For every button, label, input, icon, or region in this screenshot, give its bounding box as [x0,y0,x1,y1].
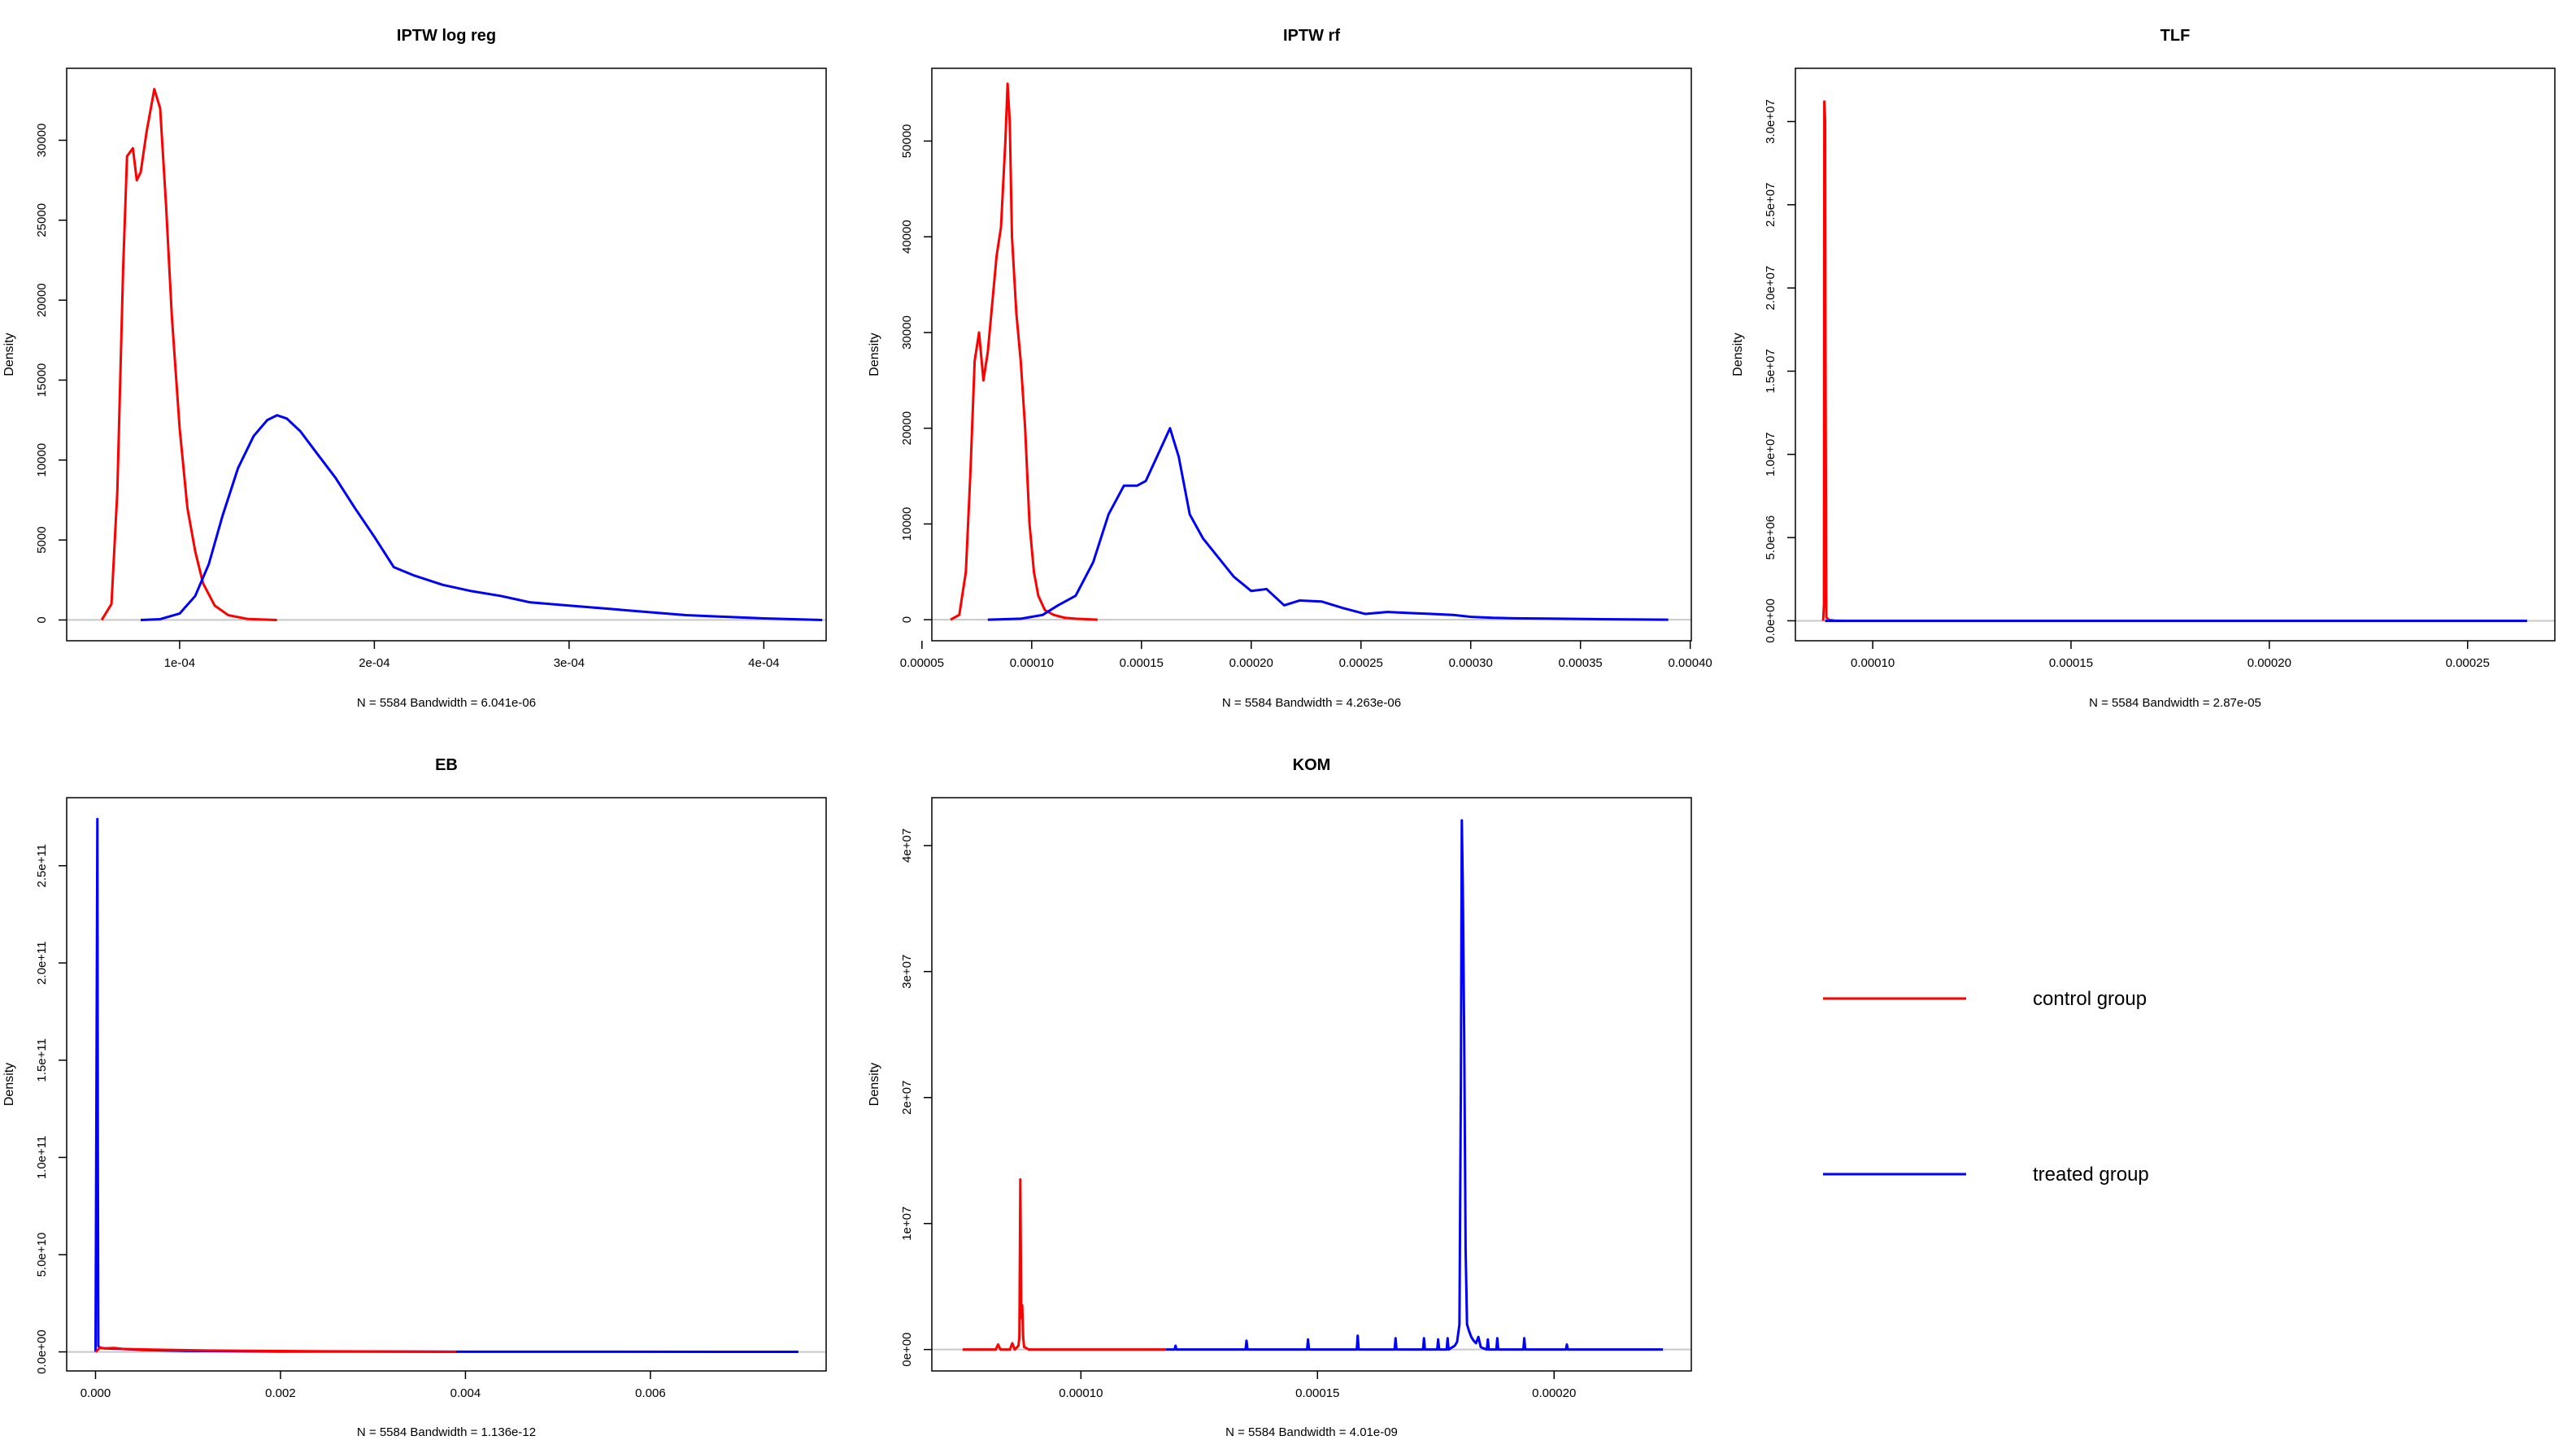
y-tick-label: 5.0e+10 [35,1233,49,1277]
y-tick-label: 2.5e+11 [35,844,49,888]
x-tick-label: 0.00015 [1120,656,1164,670]
y-tick-label: 2.0e+11 [35,942,49,986]
y-tick-label: 1.5e+11 [35,1038,49,1082]
y-tick-label: 0.0e+00 [1764,598,1778,643]
y-tick-label: 1.5e+07 [1764,349,1778,394]
x-tick-label: 0.00005 [900,656,944,670]
density-line-control-group [962,1177,1167,1351]
y-tick-label: 50000 [900,124,914,159]
chart-title: TLF [2160,27,2191,45]
x-axis-subtitle: N = 5584 Bandwidth = 6.041e-06 [357,696,536,710]
y-tick-label: 15000 [35,363,49,398]
x-tick-label: 0.004 [450,1386,481,1400]
x-tick-label: 0.00010 [1010,656,1054,670]
density-line-treated-group [94,817,798,1354]
plot-frame [66,67,827,642]
density-line-control-group [1821,100,1845,622]
chart-title: EB [435,756,458,774]
chart-title: KOM [1293,756,1331,774]
x-tick-label: 0.000 [80,1386,111,1400]
x-tick-label: 1e-04 [164,656,195,670]
x-tick-label: 0.00015 [2049,656,2093,670]
legend-label-treated: treated group [2033,1164,2149,1186]
x-tick-label: 0.00025 [2446,656,2490,670]
y-axis-label: Density [2,1063,16,1106]
panel-tlf: TLF 0.00010 0.00015 0.00020 0.00025 0.0e+00 5.… [1731,27,2556,710]
y-tick-label: 2.5e+07 [1764,182,1778,227]
y-tick-label: 10000 [35,443,49,477]
density-line-control-group [94,1346,457,1354]
x-tick-label: 0.00030 [1449,656,1493,670]
density-line-control-group [100,88,277,621]
y-tick-label: 1.0e+07 [1764,432,1778,476]
x-tick-label: 0.00020 [1229,656,1273,670]
y-tick-label: 10000 [900,507,914,542]
chart-title: IPTW log reg [397,27,496,45]
x-axis-subtitle: N = 5584 Bandwidth = 2.87e-05 [2089,696,2261,710]
x-tick-label: 2e-04 [359,656,389,670]
panel-iptw-rf: IPTW rf 0.00005 0.00010 0.00015 0.00020 0.000… [868,27,1712,710]
y-tick-label: 1.0e+11 [35,1136,49,1180]
y-tick-label: 0e+00 [900,1333,914,1367]
x-tick-label: 0.00040 [1669,656,1712,670]
plot-frame [66,797,827,1372]
y-tick-label: 0.0e+00 [35,1329,49,1374]
legend: control group treated group [1823,988,2149,1186]
y-tick-label: 25000 [35,203,49,237]
x-tick-label: 0.00020 [2247,656,2291,670]
y-tick-label: 3.0e+07 [1764,99,1778,144]
y-tick-label: 2e+07 [900,1081,914,1115]
panel-eb: EB 0.000 0.002 0.004 0.006 0.0e+00 5.0e+10 1.0e… [2,756,827,1439]
y-axis-label: Density [868,1063,881,1106]
y-tick-label: 2.0e+07 [1764,266,1778,311]
plot-frame [1795,67,2556,642]
density-line-treated-group [1166,819,1664,1351]
plot-frame [931,67,1692,642]
y-tick-label: 0 [35,616,49,623]
y-axis-label: Density [2,333,16,376]
x-tick-label: 4e-04 [748,656,779,670]
x-tick-label: 0.002 [265,1386,296,1400]
density-line-treated-group [140,414,823,621]
y-tick-label: 4e+07 [900,829,914,863]
y-tick-label: 30000 [900,315,914,350]
y-axis-label: Density [868,333,881,376]
panel-kom: KOM 0.00010 0.00015 0.00020 0e+00 1e+07 2e+07 3… [868,756,1692,1439]
y-tick-label: 3e+07 [900,955,914,989]
y-axis-label: Density [1731,333,1745,376]
x-tick-label: 0.00010 [1059,1386,1103,1400]
x-tick-label: 0.006 [635,1386,666,1400]
x-tick-label: 0.00035 [1559,656,1603,670]
density-line-control-group [950,82,1098,621]
y-tick-label: 5000 [35,526,49,553]
y-tick-label: 40000 [900,220,914,254]
panel-iptw-log-reg: IPTW log reg 1e-04 2e-04 3e-04 4e-04 0 5000 100… [2,27,827,710]
x-tick-label: 3e-04 [554,656,585,670]
chart-title: IPTW rf [1283,27,1340,45]
y-tick-label: 30000 [35,124,49,158]
plot-frame [931,797,1692,1372]
legend-label-control: control group [2033,988,2147,1010]
y-tick-label: 1e+07 [900,1207,914,1241]
x-axis-subtitle: N = 5584 Bandwidth = 4.01e-09 [1225,1425,1398,1439]
y-tick-label: 5.0e+06 [1764,516,1778,560]
y-tick-label: 0 [900,616,914,623]
x-tick-label: 0.00010 [1851,656,1895,670]
x-tick-label: 0.00025 [1339,656,1383,670]
x-axis-subtitle: N = 5584 Bandwidth = 4.263e-06 [1222,696,1401,710]
x-tick-label: 0.00020 [1532,1386,1576,1400]
y-tick-label: 20000 [900,411,914,446]
density-line-treated-group [987,427,1669,621]
y-tick-label: 20000 [35,283,49,317]
x-tick-label: 0.00015 [1295,1386,1339,1400]
x-axis-subtitle: N = 5584 Bandwidth = 1.136e-12 [357,1425,536,1439]
